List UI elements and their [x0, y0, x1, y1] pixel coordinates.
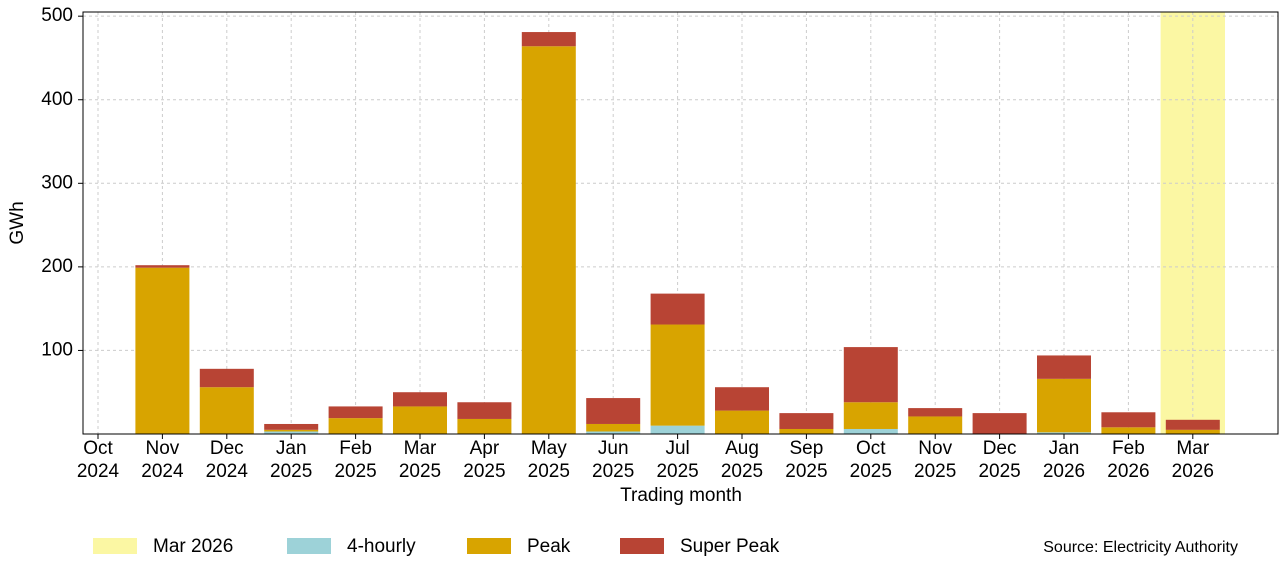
bar-segment — [972, 413, 1027, 434]
bar-segment — [843, 347, 898, 403]
bar-segment — [264, 429, 319, 432]
x-tick-label: Dec 2025 — [978, 438, 1020, 482]
bar-segment — [1037, 432, 1091, 434]
y-tick-label: 300 — [41, 172, 73, 193]
bar-segment — [586, 431, 641, 434]
x-tick-label: Apr 2025 — [463, 438, 505, 482]
legend-label: Mar 2026 — [153, 536, 233, 557]
bar-segment — [650, 293, 705, 325]
bar-segment — [1037, 378, 1091, 433]
x-axis-label: Trading month — [620, 485, 742, 506]
legend-swatch — [620, 538, 664, 554]
bar-segment — [328, 406, 383, 419]
x-tick-label: Oct 2024 — [77, 438, 120, 482]
bar-segment — [135, 265, 190, 268]
bar-segment — [715, 410, 769, 434]
bar-segment — [264, 423, 319, 430]
bar-segment — [1101, 412, 1156, 428]
bar-segment — [908, 416, 963, 434]
bar-segment — [1165, 429, 1220, 434]
legend-swatch — [467, 538, 511, 554]
bar-segment — [457, 402, 512, 419]
bar-segment — [715, 387, 769, 411]
x-tick-label: Aug 2025 — [721, 438, 763, 482]
source: Source: Electricity Authority — [1043, 539, 1238, 556]
legend-label: Super Peak — [680, 536, 780, 557]
bar-segment — [650, 324, 705, 426]
legend-swatch — [287, 538, 331, 554]
x-tick-label: Dec 2024 — [206, 438, 249, 482]
bar-segment — [843, 402, 898, 429]
legend-label: Peak — [527, 536, 571, 557]
x-tick-label: Jun 2025 — [592, 438, 634, 482]
legend-swatch — [93, 538, 137, 554]
y-tick-label: 500 — [41, 5, 73, 26]
x-tick-label: May 2025 — [528, 438, 570, 482]
bar-segment — [650, 425, 705, 434]
x-tick-label: Oct 2025 — [850, 438, 892, 482]
x-tick-label: Feb 2025 — [334, 438, 376, 482]
bar-segment — [199, 368, 254, 388]
bar-segment — [393, 406, 447, 434]
bar-segment — [393, 392, 447, 407]
bar-segment — [779, 428, 834, 434]
bar-segment — [1037, 355, 1091, 379]
x-tick-label: Feb 2026 — [1107, 438, 1149, 482]
x-tick-label: Nov 2025 — [914, 438, 956, 482]
x-tick-label: Sep 2025 — [785, 438, 827, 482]
bar-segment — [843, 428, 898, 434]
x-tick-label: Nov 2024 — [141, 438, 184, 482]
legend-label: 4-hourly — [347, 536, 416, 557]
x-tick-label: Mar 2026 — [1172, 438, 1214, 482]
bar-segment — [457, 418, 512, 434]
bar-segment — [1165, 419, 1220, 430]
bar-segment — [1101, 427, 1156, 434]
y-tick-label: 200 — [41, 256, 73, 277]
plot-frame — [82, 11, 1279, 435]
x-tick-label: Jan 2025 — [270, 438, 312, 482]
bar-segment — [586, 398, 641, 424]
bar-segment — [521, 32, 576, 47]
bar-segment — [908, 408, 963, 417]
x-tick-label: Mar 2025 — [399, 438, 441, 482]
y-tick-label: 100 — [41, 339, 73, 360]
x-tick-label: Jul 2025 — [656, 438, 698, 482]
y-axis-label: GWh — [7, 201, 28, 244]
bar-segment — [199, 387, 254, 434]
bar-segment — [328, 418, 383, 434]
bar-segment — [521, 46, 576, 435]
bar-segment — [135, 267, 190, 434]
bar-segment — [779, 413, 834, 429]
bar-segment — [264, 431, 319, 434]
y-tick-label: 400 — [41, 89, 73, 110]
x-tick-label: Jan 2026 — [1043, 438, 1085, 482]
bar-segment — [586, 423, 641, 432]
